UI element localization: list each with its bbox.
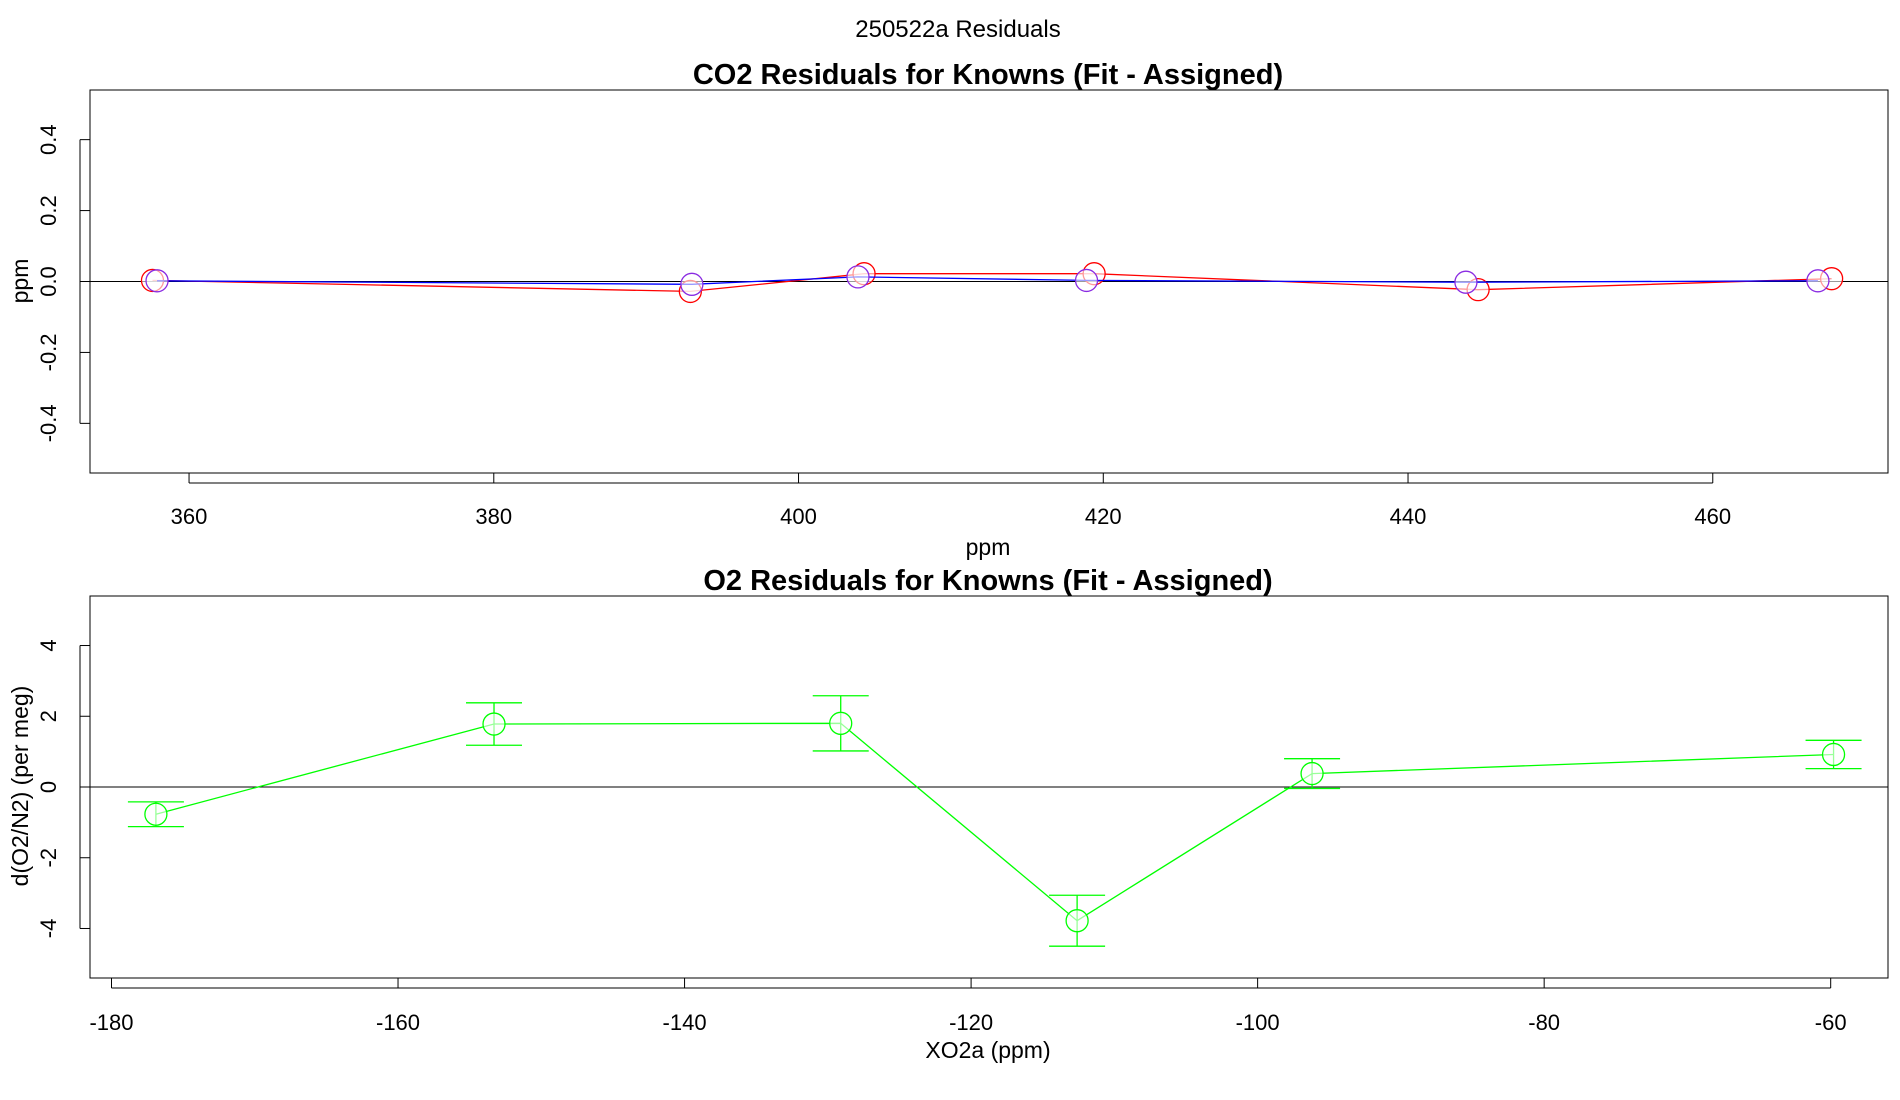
co2-series-1-point — [145, 269, 169, 293]
o2-series-0-line — [155, 722, 1834, 922]
o2-y-tick-label: 2 — [36, 710, 61, 722]
o2-x-tick-label: -60 — [1815, 1010, 1847, 1035]
co2-residuals-panel: CO2 Residuals for Knowns (Fit - Assigned… — [7, 59, 1889, 560]
co2-x-tick-label: 440 — [1390, 504, 1427, 529]
co2-y-tick-label: 0.0 — [36, 266, 61, 297]
figure-title: 250522a Residuals — [855, 16, 1061, 43]
o2-x-tick-label: -120 — [949, 1010, 993, 1035]
o2-x-tick-label: -80 — [1528, 1010, 1560, 1035]
o2-x-tick-label: -180 — [89, 1010, 133, 1035]
co2-series-1-point — [1074, 268, 1099, 293]
o2-x-tick-label: -160 — [376, 1010, 420, 1035]
co2-x-tick-label: 380 — [475, 504, 512, 529]
o2-y-tick-label: -4 — [36, 919, 61, 939]
co2-series-1-point — [1454, 270, 1478, 294]
co2-y-tick-label: 0.4 — [36, 124, 61, 155]
co2-x-tick-label: 420 — [1085, 504, 1122, 529]
co2-series-1-line — [156, 276, 1818, 285]
co2-x-axis-label: ppm — [966, 534, 1011, 560]
co2-panel-title: CO2 Residuals for Knowns (Fit - Assigned… — [693, 59, 1283, 91]
co2-y-axis-label: ppm — [7, 259, 33, 304]
co2-y-tick-label: -0.2 — [36, 333, 61, 371]
co2-x-tick-label: 400 — [780, 504, 817, 529]
co2-y-tick-label: 0.2 — [36, 195, 61, 226]
o2-y-tick-label: 4 — [36, 639, 61, 651]
o2-series-0-point — [1065, 909, 1089, 933]
o2-y-tick-label: -2 — [36, 848, 61, 868]
co2-x-tick-label: 360 — [171, 504, 208, 529]
co2-series-1-point — [846, 265, 870, 289]
o2-series-0-point — [1300, 761, 1324, 786]
o2-y-axis-label: d(O2/N2) (per meg) — [7, 686, 33, 887]
co2-y-tick-label: -0.4 — [36, 404, 61, 442]
o2-series-0-point — [829, 711, 853, 735]
o2-x-tick-label: -100 — [1236, 1010, 1280, 1035]
o2-x-tick-label: -140 — [663, 1010, 707, 1035]
co2-series-1-point — [1806, 269, 1830, 293]
o2-residuals-panel: O2 Residuals for Knowns (Fit - Assigned)… — [7, 565, 1889, 1063]
o2-panel-title: O2 Residuals for Knowns (Fit - Assigned) — [703, 565, 1272, 597]
co2-series-0-line — [152, 273, 1832, 293]
o2-x-axis-label: XO2a (ppm) — [925, 1037, 1050, 1063]
o2-series-0-point — [1821, 742, 1846, 767]
co2-series-1-point — [680, 272, 704, 296]
o2-series-0-point — [144, 802, 168, 826]
co2-x-tick-label: 460 — [1694, 504, 1731, 529]
o2-series-0-point — [482, 712, 506, 736]
o2-y-tick-label: 0 — [36, 781, 61, 793]
